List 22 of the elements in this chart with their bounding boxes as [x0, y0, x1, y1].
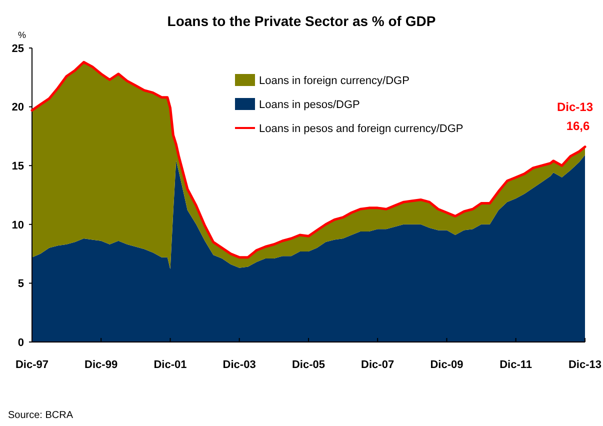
chart-title: Loans to the Private Sector as % of GDP: [167, 13, 436, 29]
x-tick-label: Dic-11: [500, 359, 532, 371]
y-tick-label: 10: [12, 219, 24, 232]
x-tick-label: Dic-99: [84, 359, 118, 371]
y-tick-label: 25: [12, 42, 24, 55]
x-tick-label: Dic-09: [430, 359, 464, 371]
annotation: Dic-13 16,6: [556, 100, 594, 133]
y-tick-label: 0: [18, 336, 24, 349]
x-tick-label: Dic-13: [568, 359, 602, 371]
y-tick-label: 5: [18, 278, 24, 290]
x-tick-label: Dic-97: [15, 359, 49, 371]
legend-label: Loans in pesos and foreign currency/DGP: [259, 122, 464, 135]
x-tick-label: Dic-07: [361, 359, 394, 371]
y-tick-label: 15: [12, 160, 24, 172]
y-tick-label: 20: [12, 102, 24, 114]
legend-label: Loans in pesos/DGP: [259, 98, 360, 111]
x-tick-label: Dic-03: [222, 359, 256, 371]
x-tick-label: Dic-05: [292, 359, 326, 371]
y-axis-title: %: [18, 30, 26, 40]
x-tick-label: Dic-01: [154, 359, 187, 371]
source-note: Source: BCRA: [8, 410, 74, 421]
legend-label: Loans in foreign currency/DGP: [259, 74, 410, 87]
